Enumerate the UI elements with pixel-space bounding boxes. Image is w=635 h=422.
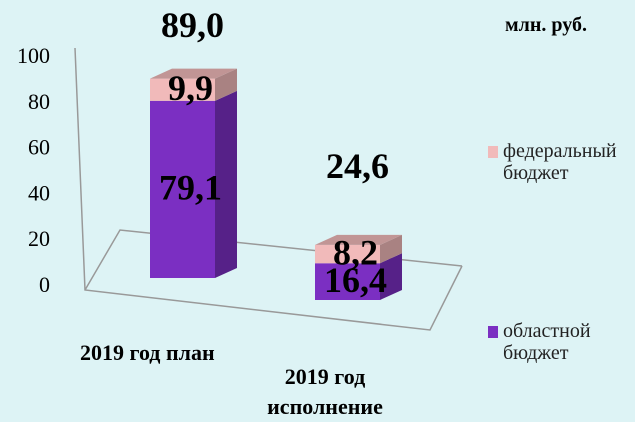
legend-swatch [488, 326, 498, 338]
bar-front [150, 100, 215, 278]
bar-top [315, 234, 402, 245]
value-label: 16,4 [324, 260, 387, 300]
bar-front [315, 244, 380, 264]
bar-side [380, 253, 402, 300]
legend-label: областной бюджет [503, 320, 591, 364]
bar-front [150, 78, 215, 101]
value-label: 79,1 [159, 168, 222, 208]
bar-side [215, 90, 237, 278]
bar-top [150, 68, 237, 79]
bar-front [315, 263, 380, 300]
y-tick-label: 40 [28, 180, 50, 205]
total-label: 89,0 [161, 5, 224, 45]
bar-side [380, 234, 402, 264]
bar-side [215, 68, 237, 101]
floor [74, 47, 463, 331]
y-tick-label: 60 [28, 135, 50, 160]
y-tick-label: 80 [28, 89, 50, 114]
floor-back [84, 229, 463, 291]
x-tick-label: 2019 год исполнение [267, 364, 383, 419]
y-tick-label: 100 [17, 43, 50, 68]
value-label: 9,9 [168, 68, 213, 108]
legend-label: федеральный бюджет [503, 140, 617, 184]
x-tick-label: 2019 год план [80, 340, 215, 365]
y-tick-label: 0 [39, 272, 50, 297]
total-label: 24,6 [326, 146, 389, 186]
unit-label: млн. руб. [505, 14, 587, 36]
legend-swatch [488, 146, 498, 158]
y-tick-label: 20 [28, 226, 50, 251]
axis-frame [74, 47, 463, 331]
value-label: 8,2 [333, 232, 378, 272]
